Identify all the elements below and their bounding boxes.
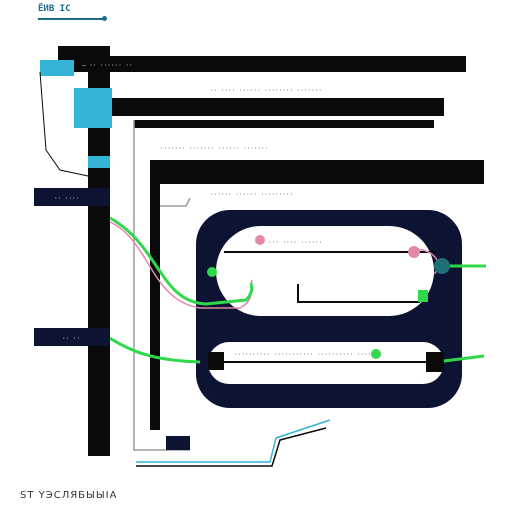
node-1[interactable] — [34, 188, 110, 206]
connector-cyan-bottom — [136, 419, 331, 463]
track-middle — [297, 284, 420, 303]
green-marker-icon-2[interactable] — [371, 349, 381, 359]
bar-4-label: ······ ······ ········· — [210, 191, 293, 198]
header-title: ЁИВ ІС — [38, 4, 71, 14]
connector-thin-left — [39, 71, 89, 177]
bar-1[interactable] — [70, 56, 466, 72]
track-top-label: ··· ···· ······ — [268, 239, 322, 246]
track-bottom-label: ·········· ··········· ·········· ····· — [234, 351, 375, 358]
bar-2[interactable] — [110, 98, 444, 116]
loop-inner-top — [216, 226, 434, 316]
bar-2-cyan-tab — [74, 88, 112, 128]
green-marker-icon[interactable] — [207, 267, 217, 277]
connector-grey-1 — [160, 197, 191, 207]
pink-dot-icon[interactable] — [255, 235, 265, 245]
node-1-label: ·· ···· — [54, 195, 79, 202]
connector-black-bottom — [136, 427, 327, 467]
bar-2-label: ·· ···· ······ ········ ······· — [210, 87, 322, 94]
route-green-2 — [95, 330, 201, 364]
spine-left — [88, 46, 110, 456]
bar-1-label: — ·· ······ ·· — [82, 62, 133, 69]
spine-right — [150, 160, 160, 430]
pink-dot-icon-2[interactable] — [408, 246, 420, 258]
bar-2b — [134, 120, 434, 128]
junction-right[interactable] — [426, 352, 444, 372]
junction-left[interactable] — [208, 352, 224, 370]
route-green-1 — [109, 216, 254, 306]
header-dot-icon — [102, 16, 107, 21]
node-3[interactable] — [34, 328, 110, 346]
bar-1-cyan-tab — [40, 60, 74, 76]
teal-badge-icon[interactable] — [434, 258, 450, 274]
bar-3[interactable] — [150, 160, 484, 184]
green-node-icon[interactable] — [418, 290, 428, 302]
footer-caption: ЅТ ҮЭСЛЯБЫЫІА — [20, 490, 118, 501]
bar-3-label: ······· ······· ······ ······· — [160, 145, 268, 152]
node-3-label: ·· ·· — [62, 335, 80, 342]
header-underline — [38, 18, 106, 20]
node-2[interactable] — [88, 156, 110, 168]
node-4[interactable] — [166, 436, 190, 450]
